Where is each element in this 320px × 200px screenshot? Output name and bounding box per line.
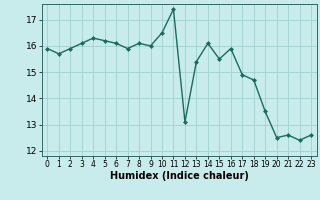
X-axis label: Humidex (Indice chaleur): Humidex (Indice chaleur) bbox=[110, 171, 249, 181]
